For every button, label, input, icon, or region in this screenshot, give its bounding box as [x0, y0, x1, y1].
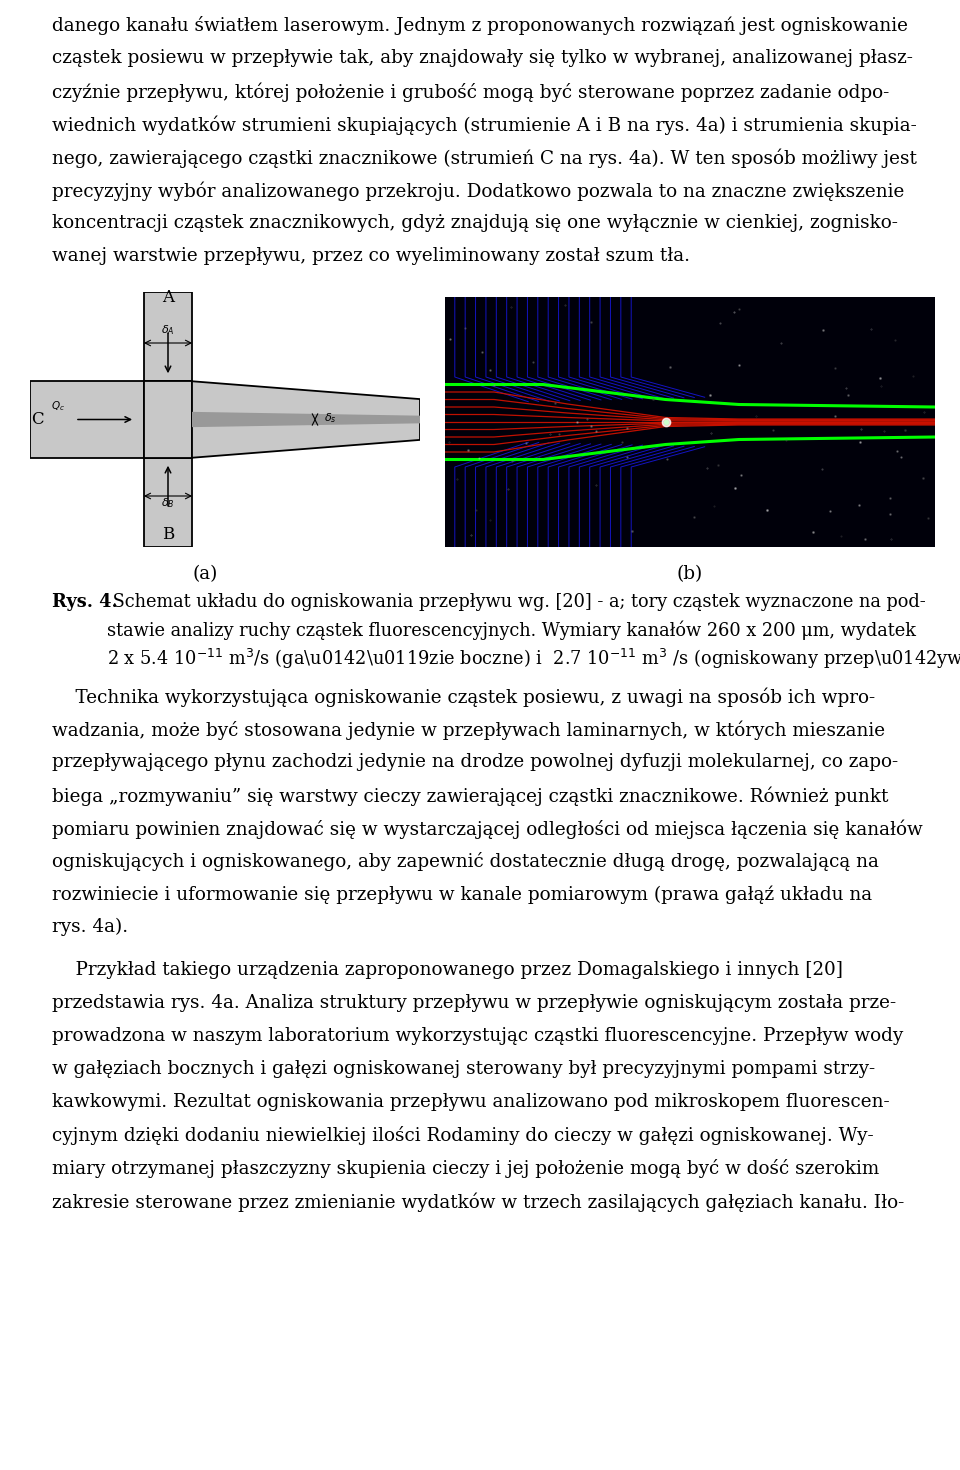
Text: Rys. 4.: Rys. 4. [52, 592, 118, 612]
Text: precyzyjny wybór analizowanego przekroju. Dodatkowo pozwala to na znaczne zwięks: precyzyjny wybór analizowanego przekroju… [52, 181, 904, 200]
Text: zakresie sterowane przez zmienianie wydatków w trzech zasilających gałęziach kan: zakresie sterowane przez zmienianie wyda… [52, 1192, 904, 1211]
Text: wadzania, może być stosowana jedynie w przepływach laminarnych, w których miesza: wadzania, może być stosowana jedynie w p… [52, 720, 885, 739]
Text: C: C [31, 412, 44, 428]
Text: prowadzona w naszym laboratorium wykorzystując cząstki fluorescencyjne. Przepływ: prowadzona w naszym laboratorium wykorzy… [52, 1028, 903, 1045]
Text: stawie analizy ruchy cząstek fluorescencyjnych. Wymiary kanałów 260 x 200 μm, wy: stawie analizy ruchy cząstek fluorescenc… [107, 620, 916, 639]
Text: miary otrzymanej płaszczyzny skupienia cieczy i jej położenie mogą być w dość sz: miary otrzymanej płaszczyzny skupienia c… [52, 1158, 879, 1177]
Text: cząstek posiewu w przepływie tak, aby znajdowały się tylko w wybranej, analizowa: cząstek posiewu w przepływie tak, aby zn… [52, 49, 913, 68]
Text: koncentracji cząstek znacznikowych, gdyż znajdują się one wyłącznie w cienkiej, : koncentracji cząstek znacznikowych, gdyż… [52, 215, 898, 232]
Bar [144, 457, 192, 547]
Text: wanej warstwie przepływu, przez co wyeliminowany został szum tła.: wanej warstwie przepływu, przez co wyeli… [52, 247, 690, 265]
Bar [30, 381, 144, 457]
Text: 2 x 5.4 10$^{-11}$ m$^{3}$/s (ga\u0142\u0119zie boczne) i  2.7 10$^{-11}$ m$^{3}: 2 x 5.4 10$^{-11}$ m$^{3}$/s (ga\u0142\u… [107, 647, 960, 672]
Text: Technika wykorzystująca ogniskowanie cząstek posiewu, z uwagi na sposób ich wpro: Technika wykorzystująca ogniskowanie czą… [52, 686, 876, 707]
Bar [144, 293, 192, 381]
Text: danego kanału światłem laserowym. Jednym z proponowanych rozwiązań jest ogniskow: danego kanału światłem laserowym. Jednym… [52, 16, 908, 35]
Text: B: B [162, 526, 174, 544]
Text: $\delta_s$: $\delta_s$ [324, 412, 337, 425]
Polygon shape [192, 412, 420, 428]
Text: przedstawia rys. 4a. Analiza struktury przepływu w przepływie ogniskującym zosta: przedstawia rys. 4a. Analiza struktury p… [52, 994, 896, 1011]
Text: wiednich wydatków strumieni skupiających (strumienie A i B na rys. 4a) i strumie: wiednich wydatków strumieni skupiających… [52, 115, 917, 134]
Text: (a): (a) [192, 564, 218, 584]
Text: w gałęziach bocznych i gałęzi ogniskowanej sterowany był precyzyjnymi pompami st: w gałęziach bocznych i gałęzi ogniskowan… [52, 1060, 876, 1078]
Text: (b): (b) [677, 564, 703, 584]
Text: rozwiniecie i uformowanie się przepływu w kanale pomiarowym (prawa gałąź układu : rozwiniecie i uformowanie się przepływu … [52, 885, 872, 904]
Text: nego, zawierającego cząstki znacznikowe (strumień C na rys. 4a). W ten sposób mo: nego, zawierającego cząstki znacznikowe … [52, 148, 917, 168]
Text: czyźnie przepływu, której położenie i grubość mogą być sterowane poprzez zadanie: czyźnie przepływu, której położenie i gr… [52, 82, 889, 101]
Polygon shape [192, 381, 420, 457]
Text: pomiaru powinien znajdować się w wystarczającej odległości od miejsca łączenia s: pomiaru powinien znajdować się w wystarc… [52, 819, 923, 838]
Text: ogniskujących i ogniskowanego, aby zapewnić dostatecznie długą drogę, pozwalając: ogniskujących i ogniskowanego, aby zapew… [52, 853, 878, 872]
Text: rys. 4a).: rys. 4a). [52, 917, 128, 936]
Text: przepływającego płynu zachodzi jedynie na drodze powolnej dyfuzji molekularnej, : przepływającego płynu zachodzi jedynie n… [52, 753, 899, 770]
Text: $\delta_B$: $\delta_B$ [161, 497, 175, 510]
Text: $\delta_A$: $\delta_A$ [161, 323, 175, 337]
Text: A: A [162, 290, 174, 306]
Text: Przykład takiego urządzenia zaproponowanego przez Domagalskiego i innych [20]: Przykład takiego urządzenia zaproponowan… [52, 961, 843, 979]
Bar [144, 381, 192, 457]
Text: Schemat układu do ogniskowania przepływu wg. [20] - a; tory cząstek wyznaczone n: Schemat układu do ogniskowania przepływu… [107, 592, 925, 612]
Text: cyjnym dzięki dodaniu niewielkiej ilości Rodaminy do cieczy w gałęzi ogniskowane: cyjnym dzięki dodaniu niewielkiej ilości… [52, 1126, 874, 1145]
Text: biega „rozmywaniu” się warstwy cieczy zawierającej cząstki znacznikowe. Również : biega „rozmywaniu” się warstwy cieczy za… [52, 786, 888, 806]
Text: $Q_c$: $Q_c$ [51, 400, 65, 413]
Text: kawkowymi. Rezultat ogniskowania przepływu analizowano pod mikroskopem fluoresce: kawkowymi. Rezultat ogniskowania przepły… [52, 1094, 890, 1111]
